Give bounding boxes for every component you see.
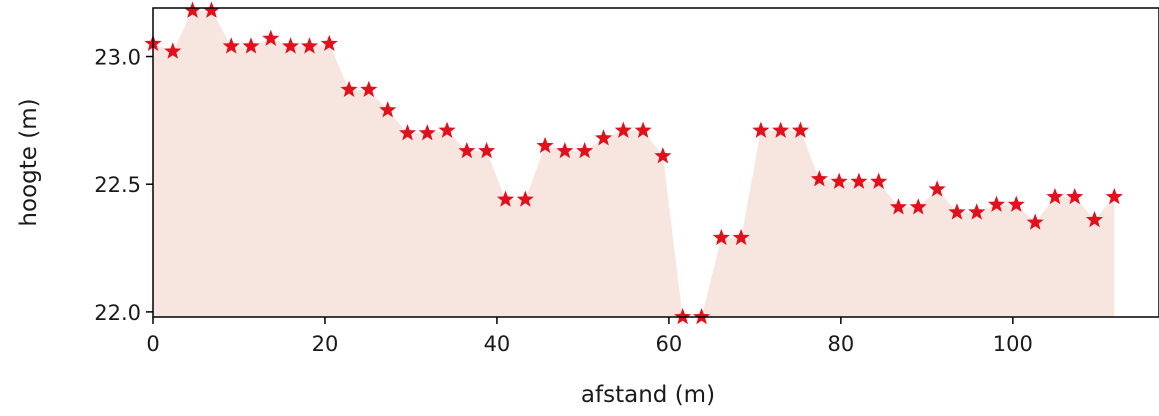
data-point-marker	[850, 172, 868, 189]
data-point-marker	[830, 172, 848, 189]
data-point-marker	[928, 180, 946, 197]
data-point-marker	[183, 1, 202, 18]
plot-frame	[152, 7, 1159, 318]
data-point-marker	[614, 121, 632, 138]
data-point-marker	[556, 142, 574, 159]
data-point-marker	[732, 228, 750, 246]
data-point-marker	[752, 121, 770, 138]
x-tick-label: 40	[484, 332, 511, 356]
data-point-marker	[576, 142, 594, 159]
y-tick-label: 23.0	[94, 46, 141, 70]
data-point-marker	[320, 34, 338, 52]
x-tick-label: 20	[312, 332, 339, 356]
data-point-marker	[634, 121, 652, 138]
data-point-marker	[379, 101, 397, 118]
data-point-marker	[791, 121, 810, 138]
x-tick-label: 0	[146, 332, 159, 356]
data-point-marker	[1085, 210, 1104, 228]
data-point-marker	[202, 1, 221, 18]
data-point-marker	[654, 147, 672, 164]
data-point-marker	[712, 228, 730, 246]
data-point-marker	[360, 80, 378, 97]
data-point-marker	[496, 190, 515, 207]
data-point-marker	[889, 198, 908, 215]
data-point-marker	[242, 37, 260, 54]
data-point-marker	[458, 142, 476, 159]
y-tick-label: 22.0	[94, 301, 141, 325]
data-point-marker	[1007, 195, 1025, 212]
data-point-marker	[909, 198, 927, 215]
data-point-marker	[772, 121, 790, 138]
data-point-marker	[1046, 187, 1064, 205]
data-point-marker	[1105, 187, 1123, 205]
data-point-marker	[398, 124, 417, 141]
data-point-marker	[948, 203, 966, 220]
data-point-marker	[693, 308, 711, 325]
y-tick-label: 22.5	[94, 173, 141, 197]
area-fill	[153, 10, 1115, 317]
data-point-marker	[262, 29, 280, 46]
x-tick-label: 100	[993, 332, 1033, 356]
data-point-marker	[300, 37, 319, 54]
data-point-marker	[222, 37, 240, 54]
data-point-marker	[810, 170, 828, 187]
data-point-marker	[340, 80, 358, 97]
data-point-marker	[282, 37, 300, 54]
data-point-marker	[594, 129, 613, 146]
x-tick-label: 80	[827, 332, 854, 356]
data-point-marker	[164, 42, 182, 59]
data-point-marker	[516, 190, 534, 207]
data-point-marker	[1026, 213, 1044, 230]
x-axis-label: afstand (m)	[581, 382, 715, 408]
data-point-marker	[674, 308, 692, 325]
y-axis-label: hoogte (m)	[16, 98, 42, 226]
data-point-marker	[987, 195, 1006, 212]
data-point-marker	[478, 142, 496, 159]
data-point-marker	[536, 136, 554, 154]
data-point-marker	[870, 172, 888, 189]
data-point-marker	[968, 203, 986, 220]
data-point-marker	[1066, 187, 1084, 205]
x-tick-label: 60	[656, 332, 683, 356]
data-point-marker	[418, 124, 436, 141]
data-point-marker	[438, 121, 456, 138]
